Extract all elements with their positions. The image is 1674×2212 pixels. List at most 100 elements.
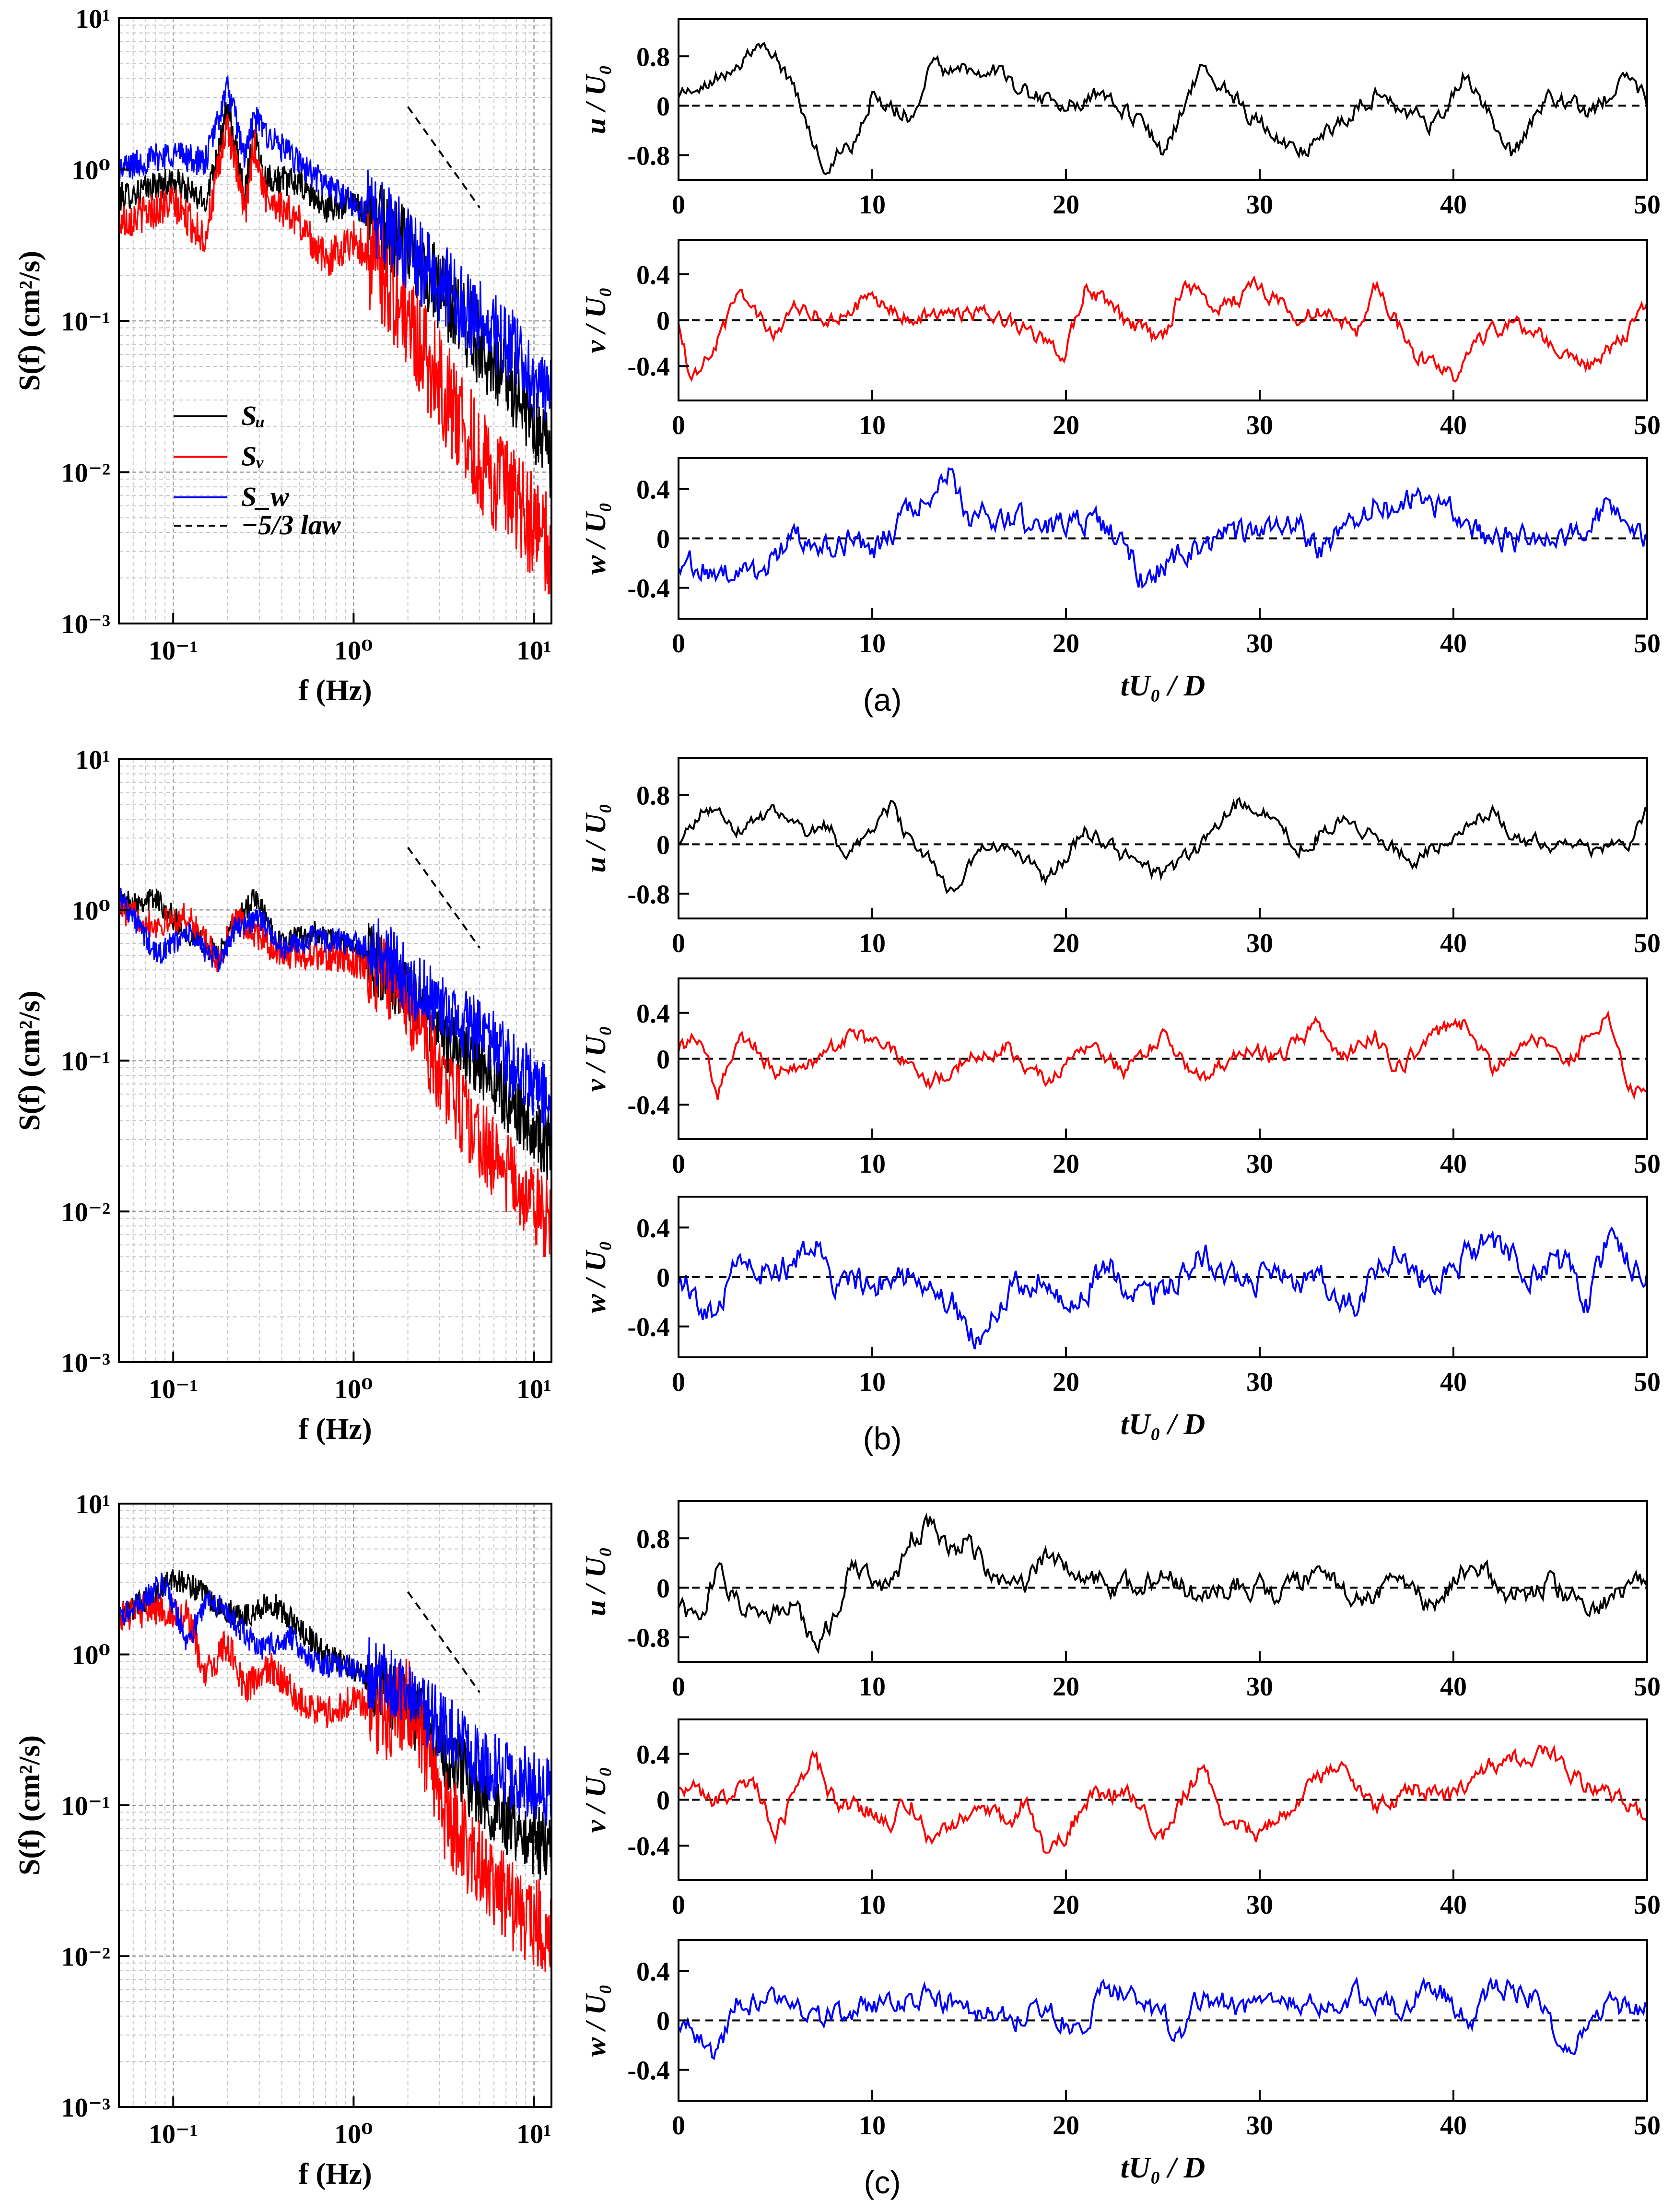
timeseries-line [678,1512,1648,1654]
x-tick-label: 50 [1634,929,1661,958]
timeseries-y-label: w / U₀ [580,1241,612,1313]
spectrum-series-Sv [118,113,552,595]
timeseries-y-label: w / U₀ [580,1984,612,2057]
timeseries-plot-v: -0.400.40 10 20 30 40 50v / U₀ [580,977,1661,1179]
x-tick-label: 30 [1246,929,1273,958]
y-tick-label: -0.4 [627,1091,670,1120]
y-tick-label: 0.8 [636,42,670,72]
y-tick-label: -0.8 [627,141,670,171]
legend-label: Sᵥ [241,440,264,471]
x-tick-label: 10¹ [516,2119,551,2149]
timeseries-plot-v: -0.400.40 10 20 30 40 50v / U₀ [580,239,1661,440]
x-tick-label: 30 [1246,190,1273,220]
x-tick-label: 10⁰ [334,1375,373,1404]
y-tick-label: 10⁻³ [61,610,110,639]
x-tick-label: 40 [1440,190,1467,220]
x-tick-label: 40 [1440,1890,1467,1920]
y-tick-label: 0.4 [636,1213,670,1243]
y-tick-label: 10¹ [75,1490,110,1519]
y-tick-label: 0 [656,92,670,121]
panel-c: 10⁻¹ 10⁰ 10¹ 10⁻³ 10⁻² 10⁻¹ 10⁰ 10¹ f (Hz) S(f) (… [13,1490,1661,2200]
legend-label: −5/3 law [241,509,341,541]
x-tick-label: 10 [859,1672,886,1702]
timeseries-line [678,1976,1648,2060]
timeseries-line [678,1010,1648,1100]
x-tick-label: 20 [1053,1672,1079,1702]
spectrum-plot: 10⁻¹ 10⁰ 10¹ 10⁻³ 10⁻² 10⁻¹ 10⁰ 10¹ f (Hz) S(f) (… [13,4,552,707]
x-tick-label: 20 [1053,929,1079,958]
y-tick-label: 0.4 [636,1957,670,1987]
spectrum-legend: Sᵤ Sᵥ S_w−5/3 law [174,400,341,541]
x-tick-label: 0 [672,411,685,440]
spectrum-y-label: S(f) (cm²/s) [13,990,46,1130]
x-tick-label: 50 [1634,1149,1661,1179]
y-tick-label: 0 [656,1263,670,1293]
spectrum-plot: 10⁻¹ 10⁰ 10¹ 10⁻³ 10⁻² 10⁻¹ 10⁰ 10¹ f (Hz) S(f) (… [13,1490,552,2190]
x-tick-label: 40 [1440,929,1467,958]
x-tick-label: 40 [1440,2111,1467,2141]
y-tick-label: 10⁻³ [61,1348,110,1378]
y-tick-label: 0 [656,525,670,554]
timeseries-frame [678,18,1648,181]
x-tick-label: 50 [1634,190,1661,220]
x-tick-label: 10 [859,411,886,440]
spectrum-series-Sv [118,1593,552,1976]
timeseries-y-label: u / U₀ [580,803,612,872]
y-tick-label: 10⁻² [61,1942,110,1972]
timeseries-frame [678,757,1648,919]
x-tick-label: 10 [859,1890,886,1920]
y-tick-label: -0.4 [627,1832,670,1861]
timeseries-y-label: u / U₀ [580,65,612,134]
timeseries-line [678,275,1648,383]
x-tick-label: 20 [1053,1149,1079,1179]
reference-line-5-3 [407,106,480,209]
spectrum-grid [118,17,551,624]
spectrum-x-label: f (Hz) [298,1413,372,1446]
y-tick-label: 0 [656,306,670,336]
timeseries-plot-u: -0.800.80 10 20 30 40 50u / U₀ [580,1500,1661,1702]
y-tick-label: 10⁰ [71,896,110,926]
timeseries-line [678,1744,1648,1854]
timeseries-plot-v: -0.400.40 10 20 30 40 50v / U₀ [580,1718,1661,1920]
spectrum-series-Sv [118,898,552,1258]
legend-label: S_w [241,481,289,512]
x-tick-label: 50 [1634,1367,1661,1397]
reference-line-5-3 [407,847,480,949]
x-tick-label: 0 [672,929,685,958]
x-tick-label: 0 [672,190,685,220]
y-tick-label: 10⁰ [71,156,110,186]
x-tick-label: 30 [1246,411,1273,440]
x-tick-label: 30 [1246,1890,1273,1920]
timeseries-x-label: tU₀ / D [1121,1408,1206,1441]
y-tick-label: 0 [656,830,670,860]
timeseries-plot-w: -0.400.40 10 20 30 40 50w / U₀ [580,457,1661,659]
x-tick-label: 10 [859,929,886,958]
spectrum-grid [118,758,551,1363]
panel-tag: (b) [863,1421,902,1456]
x-tick-label: 20 [1053,411,1079,440]
timeseries-x-label: tU₀ / D [1121,670,1206,702]
spectrum-x-label: f (Hz) [298,2158,372,2190]
reference-line-5-3 [407,1591,480,1693]
spectrum-plot: 10⁻¹ 10⁰ 10¹ 10⁻³ 10⁻² 10⁻¹ 10⁰ 10¹ f (Hz) S(f) (… [13,745,552,1446]
timeseries-plot-u: -0.800.80 10 20 30 40 50u / U₀ [580,757,1661,958]
x-tick-label: 10 [859,2111,886,2141]
x-tick-label: 0 [672,629,685,659]
y-tick-label: -0.4 [627,1313,670,1342]
y-tick-label: 10⁻¹ [61,1047,110,1077]
x-tick-label: 10 [859,190,886,220]
spectrum-y-label: S(f) (cm²/s) [13,251,46,391]
x-tick-label: 50 [1634,1890,1661,1920]
x-tick-label: 30 [1246,1149,1273,1179]
timeseries-y-label: v / U₀ [580,1026,612,1092]
y-tick-label: 10¹ [75,745,110,775]
timeseries-y-label: u / U₀ [580,1547,612,1616]
y-tick-label: 10⁰ [71,1641,110,1671]
panel-tag: (c) [864,2165,901,2200]
x-tick-label: 10¹ [516,1375,551,1404]
x-tick-label: 40 [1440,411,1467,440]
timeseries-x-label: tU₀ / D [1121,2152,1206,2184]
y-tick-label: 10⁻¹ [61,307,110,337]
timeseries-y-label: v / U₀ [580,1767,612,1833]
